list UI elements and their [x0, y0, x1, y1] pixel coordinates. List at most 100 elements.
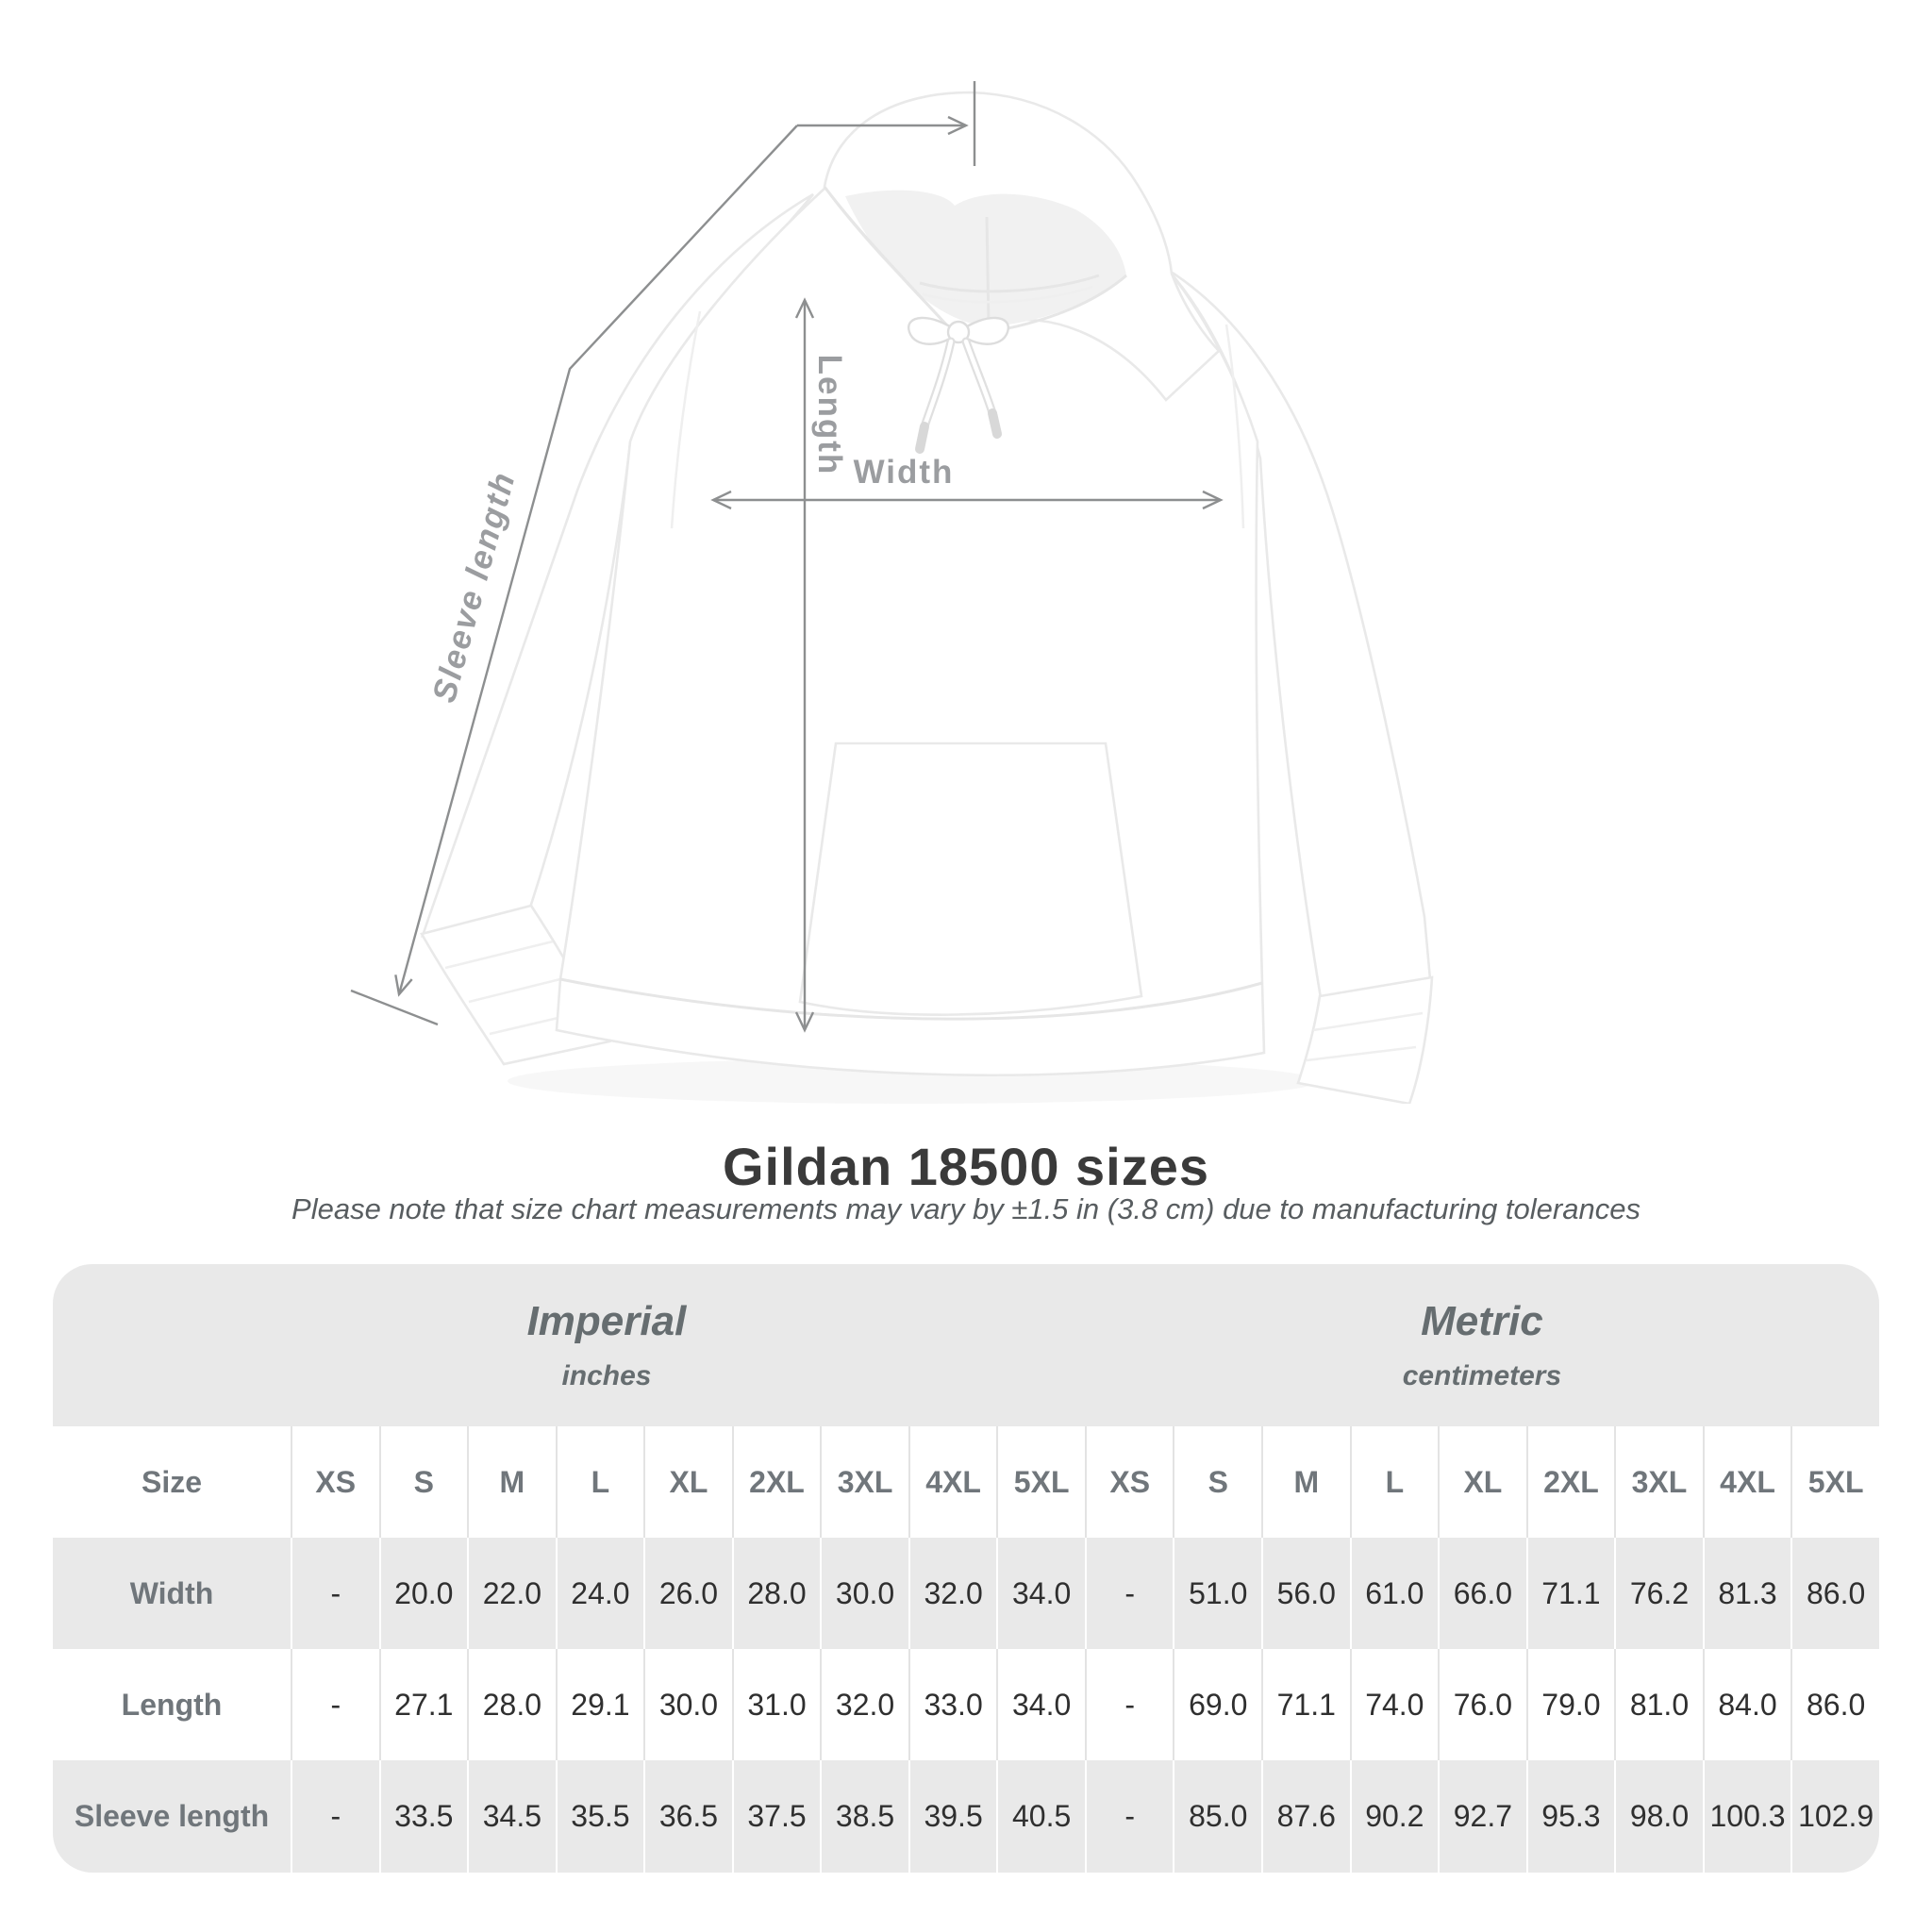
size-column-label: Size	[53, 1426, 291, 1538]
column-header: L	[555, 1426, 644, 1538]
table-cell: 51.0	[1173, 1538, 1262, 1649]
table-cell: 38.5	[820, 1760, 908, 1873]
table-cell: -	[291, 1760, 379, 1873]
table-cell: 71.1	[1261, 1649, 1350, 1760]
row-label: Width	[53, 1538, 291, 1649]
table-cell: 26.0	[643, 1538, 732, 1649]
length-annotation: Length	[794, 297, 848, 1033]
table-cell: 27.1	[378, 1649, 468, 1760]
table-cell: 33.5	[378, 1760, 468, 1873]
table-cell: 30.0	[820, 1538, 908, 1649]
page-title: Gildan 18500 sizes	[722, 1137, 1210, 1196]
table-cell: 30.0	[643, 1649, 732, 1760]
right-cuff	[1296, 975, 1434, 1104]
table-cell: 28.0	[731, 1538, 821, 1649]
table-cell: 98.0	[1614, 1760, 1703, 1873]
row-label: Length	[53, 1649, 291, 1760]
column-header: 4XL	[908, 1426, 997, 1538]
table-cell: 95.3	[1525, 1760, 1615, 1873]
table-cell: 39.5	[908, 1760, 997, 1873]
imperial-subtitle: inches	[561, 1360, 652, 1391]
row-label: Sleeve length	[53, 1760, 291, 1873]
table-cell: 69.0	[1173, 1649, 1262, 1760]
column-header: XS	[291, 1426, 379, 1538]
table-cell: 81.0	[1614, 1649, 1703, 1760]
size-table: Imperial inches Metric centimeters Size …	[53, 1264, 1879, 1873]
table-cell: 86.0	[1790, 1538, 1879, 1649]
column-header: 5XL	[1790, 1426, 1879, 1538]
size-table-grid: Imperial inches Metric centimeters Size …	[53, 1264, 1879, 1873]
tolerance-note: Please note that size chart measurements…	[291, 1192, 1641, 1225]
table-cell: 86.0	[1790, 1649, 1879, 1760]
table-cell: 35.5	[555, 1760, 644, 1873]
table-cell: 31.0	[731, 1649, 821, 1760]
column-header: M	[467, 1426, 556, 1538]
imperial-title: Imperial	[526, 1298, 687, 1344]
length-label: Length	[811, 355, 848, 476]
table-cell: 32.0	[908, 1538, 997, 1649]
table-cell: 29.1	[555, 1649, 644, 1760]
units-header-row: Imperial inches Metric centimeters	[53, 1264, 1879, 1426]
table-cell: -	[291, 1649, 379, 1760]
table-cell: 36.5	[643, 1760, 732, 1873]
table-cell: -	[1084, 1760, 1174, 1873]
table-cell: 85.0	[1173, 1760, 1262, 1873]
table-cell: 102.9	[1790, 1760, 1879, 1873]
kangaroo-pocket	[798, 741, 1143, 1016]
table-cell: -	[291, 1538, 379, 1649]
column-header: XL	[1438, 1426, 1526, 1538]
table-cell: 79.0	[1525, 1649, 1615, 1760]
drawstrings	[908, 316, 1009, 454]
width-row: Width - 20.0 22.0 24.0 26.0 28.0 30.0 32…	[53, 1538, 1879, 1649]
table-cell: 71.1	[1525, 1538, 1615, 1649]
table-cell: 61.0	[1349, 1538, 1439, 1649]
column-header: M	[1261, 1426, 1350, 1538]
table-cell: 56.0	[1261, 1538, 1350, 1649]
table-cell: -	[1084, 1538, 1174, 1649]
table-cell: 84.0	[1702, 1649, 1791, 1760]
table-cell: 74.0	[1349, 1649, 1439, 1760]
table-cell: -	[1084, 1649, 1174, 1760]
table-cell: 90.2	[1349, 1760, 1439, 1873]
column-header: L	[1349, 1426, 1439, 1538]
table-cell: 66.0	[1438, 1538, 1526, 1649]
column-header: 2XL	[731, 1426, 821, 1538]
table-cell: 87.6	[1261, 1760, 1350, 1873]
table-cell: 37.5	[731, 1760, 821, 1873]
table-cell: 76.0	[1438, 1649, 1526, 1760]
table-cell: 76.2	[1614, 1538, 1703, 1649]
table-cell: 28.0	[467, 1649, 556, 1760]
sleeve-length-row: Sleeve length - 33.5 34.5 35.5 36.5 37.5…	[53, 1760, 1879, 1873]
column-header: XS	[1084, 1426, 1174, 1538]
length-row: Length - 27.1 28.0 29.1 30.0 31.0 32.0 3…	[53, 1649, 1879, 1760]
column-header: 5XL	[996, 1426, 1085, 1538]
table-cell: 34.0	[996, 1649, 1085, 1760]
table-cell: 33.0	[908, 1649, 997, 1760]
column-header: 3XL	[1614, 1426, 1703, 1538]
hood-interior	[845, 190, 1126, 326]
metric-subtitle: centimeters	[1402, 1360, 1562, 1391]
hoodie-illustration	[420, 91, 1434, 1104]
table-cell: 34.0	[996, 1538, 1085, 1649]
metric-header: Metric centimeters	[1084, 1264, 1879, 1426]
metric-title: Metric	[1421, 1298, 1543, 1344]
column-header: XL	[643, 1426, 732, 1538]
column-header: S	[378, 1426, 468, 1538]
imperial-header: Imperial inches	[53, 1264, 1085, 1426]
size-header-row: Size XS S M L XL 2XL 3XL 4XL 5XL XS S M …	[53, 1426, 1879, 1538]
column-header: S	[1173, 1426, 1262, 1538]
table-cell: 34.5	[467, 1760, 556, 1873]
table-cell: 22.0	[467, 1538, 556, 1649]
table-cell: 40.5	[996, 1760, 1085, 1873]
table-cell: 20.0	[378, 1538, 468, 1649]
hem-band	[559, 977, 1263, 1021]
column-header: 4XL	[1702, 1426, 1791, 1538]
hoodie-measurement-diagram: Sleeve length Length Width	[350, 81, 1434, 1104]
column-header: 3XL	[820, 1426, 908, 1538]
table-cell: 100.3	[1702, 1760, 1791, 1873]
table-cell: 92.7	[1438, 1760, 1526, 1873]
table-cell: 24.0	[555, 1538, 644, 1649]
table-cell: 32.0	[820, 1649, 908, 1760]
width-annotation: Width	[710, 454, 1224, 510]
sleeve-length-label: Sleeve length	[425, 468, 523, 707]
